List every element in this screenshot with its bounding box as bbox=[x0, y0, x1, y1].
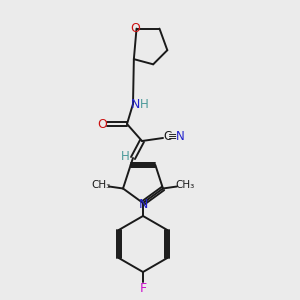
Text: H: H bbox=[140, 98, 148, 110]
Text: F: F bbox=[140, 281, 147, 295]
Text: N: N bbox=[138, 197, 148, 211]
Text: O: O bbox=[130, 22, 140, 35]
Text: CH₃: CH₃ bbox=[175, 181, 195, 190]
Text: N: N bbox=[176, 130, 184, 143]
Text: O: O bbox=[97, 118, 107, 130]
Text: ≡: ≡ bbox=[168, 132, 178, 142]
Text: CH₃: CH₃ bbox=[92, 181, 111, 190]
Text: H: H bbox=[121, 149, 129, 163]
Text: C: C bbox=[163, 130, 171, 143]
Text: N: N bbox=[130, 98, 140, 110]
